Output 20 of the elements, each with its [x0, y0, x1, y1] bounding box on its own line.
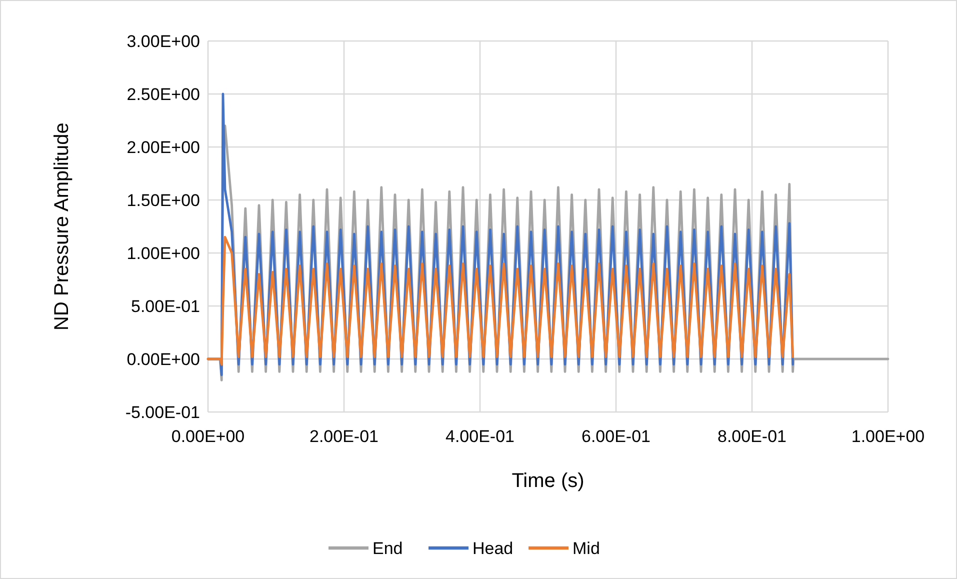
x-axis-title: Time (s): [512, 470, 584, 492]
legend-label: Mid: [572, 538, 600, 558]
x-tick-label: 0.00E+00: [171, 427, 245, 446]
y-tick-label: 3.00E+00: [126, 32, 200, 51]
y-tick-label: 1.00E+00: [126, 244, 200, 263]
x-tick-label: 6.00E-01: [582, 427, 650, 446]
line-series: [206, 236, 794, 366]
y-tick-label: 2.50E+00: [126, 84, 200, 104]
x-tick-label: 8.00E-01: [718, 427, 786, 446]
x-tick-label: 2.00E-01: [310, 427, 378, 446]
legend-label: Head: [472, 538, 514, 558]
y-tick-label: 0.00E+00: [126, 350, 200, 369]
legend-label: End: [372, 538, 403, 558]
x-tick-label: 1.00E+00: [851, 427, 925, 446]
y-axis-title: ND Pressure Amplitude: [51, 122, 73, 330]
y-tick-label: 2.00E+00: [126, 138, 200, 157]
y-tick-label: 1.50E+00: [126, 190, 200, 210]
x-tick-label: 4.00E-01: [446, 427, 514, 446]
y-tick-label: -5.00E-01: [125, 402, 200, 422]
y-tick-label: 5.00E-01: [131, 296, 200, 316]
